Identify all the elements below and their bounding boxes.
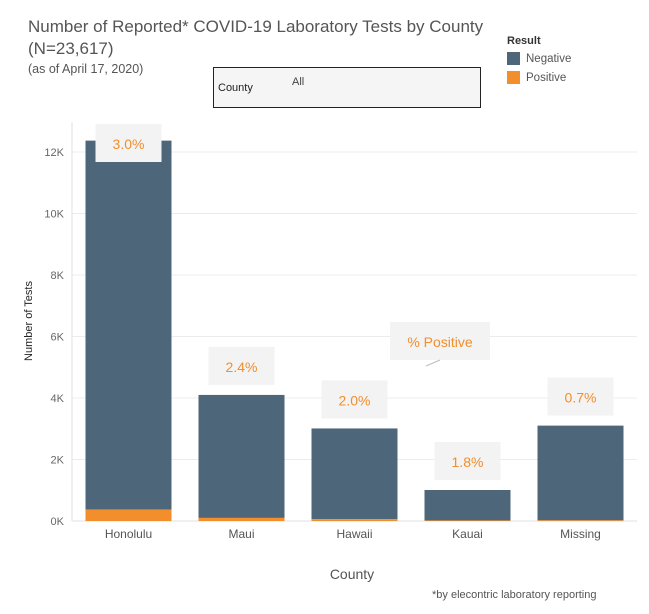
bar-negative[interactable] (311, 428, 398, 520)
footnote: *by elecontric laboratory reporting (432, 589, 597, 601)
legend-item-negative[interactable]: Negative (507, 52, 571, 65)
bar-positive[interactable] (311, 519, 398, 521)
y-tick-label: 0K (51, 516, 65, 528)
y-tick-label: 4K (51, 393, 65, 405)
y-tick-label: 6K (51, 332, 65, 344)
bar-positive[interactable] (198, 517, 285, 521)
x-axis-title: County (330, 566, 374, 582)
chart-subtitle: (as of April 17, 2020) (28, 62, 144, 76)
pct-positive-label: 0.7% (565, 390, 597, 406)
y-axis-title: Number of Tests (23, 281, 35, 361)
legend-title: Result (507, 35, 541, 47)
bar-negative[interactable] (198, 394, 285, 518)
annotation-pointer (425, 359, 441, 367)
county-filter-label: County (218, 82, 253, 94)
legend: Result Negative Positive (507, 35, 571, 90)
pct-label-box (547, 377, 614, 416)
annotation-box (390, 322, 490, 360)
bar-negative[interactable] (537, 425, 624, 521)
legend-label-negative: Negative (526, 52, 572, 65)
pct-positive-label: 3.0% (113, 136, 145, 152)
county-filter-value[interactable]: All (292, 76, 305, 88)
legend-item-positive[interactable]: Positive (507, 71, 571, 84)
bar-positive[interactable] (537, 520, 624, 521)
x-tick-label: Kauai (452, 527, 483, 541)
y-tick-label: 10K (44, 209, 64, 221)
county-filter[interactable]: County All (213, 67, 481, 108)
bar-positive[interactable] (424, 520, 511, 521)
pct-label-box (208, 346, 275, 385)
x-tick-label: Hawaii (336, 527, 372, 541)
y-tick-label: 12K (44, 147, 64, 159)
pct-positive-label: 2.0% (339, 392, 371, 408)
x-tick-label: Maui (228, 527, 254, 541)
pct-positive-label: 2.4% (226, 359, 258, 375)
legend-label-positive: Positive (526, 71, 567, 84)
y-tick-label: 2K (51, 455, 65, 467)
pct-label-box (321, 380, 388, 419)
pct-label-box (95, 124, 162, 162)
bar-positive[interactable] (85, 509, 172, 521)
annotation-text: % Positive (407, 334, 473, 350)
bar-negative[interactable] (424, 490, 511, 521)
legend-swatch-positive (507, 71, 520, 84)
bar-negative[interactable] (85, 140, 172, 510)
pct-label-box (434, 442, 501, 481)
y-tick-label: 8K (51, 270, 65, 282)
pct-positive-label: 1.8% (452, 454, 484, 470)
x-tick-label: Honolulu (105, 527, 152, 541)
legend-swatch-negative (507, 52, 520, 65)
x-tick-label: Missing (560, 527, 601, 541)
chart-title: Number of Reported* COVID-19 Laboratory … (28, 17, 484, 58)
